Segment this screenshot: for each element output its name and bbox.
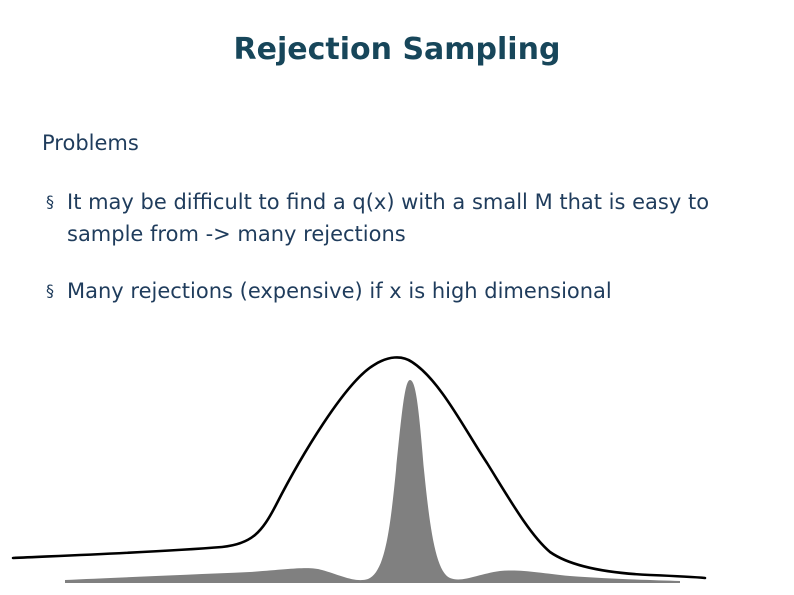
- bullet-item-difficult-proposal: § It may be difficult to find a q(x) wit…: [46, 186, 766, 250]
- bullet-marker: §: [46, 281, 54, 300]
- slide-title: Rejection Sampling: [233, 32, 561, 67]
- bullet-list: § It may be difficult to find a q(x) wit…: [46, 186, 766, 332]
- target-density-fill: [65, 380, 680, 583]
- proposal-envelope-curve: [11, 356, 707, 580]
- bullet-marker: §: [46, 192, 54, 211]
- bullet-text: Many rejections (expensive) if x is high…: [67, 279, 612, 303]
- bullet-text: It may be difficult to find a q(x) with …: [67, 190, 710, 246]
- section-heading: Problems: [42, 131, 139, 155]
- rejection-sampling-illustration: [11, 356, 707, 583]
- bullet-item-high-dimensional: § Many rejections (expensive) if x is hi…: [46, 275, 766, 307]
